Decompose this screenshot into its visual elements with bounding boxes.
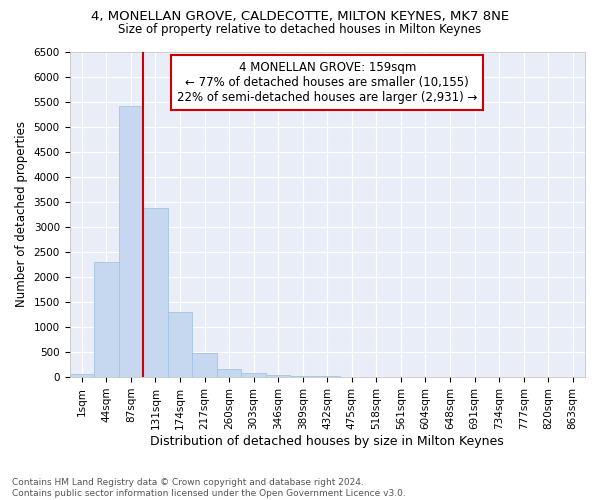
Text: 4, MONELLAN GROVE, CALDECOTTE, MILTON KEYNES, MK7 8NE: 4, MONELLAN GROVE, CALDECOTTE, MILTON KE…	[91, 10, 509, 23]
Y-axis label: Number of detached properties: Number of detached properties	[15, 122, 28, 308]
Bar	[143, 208, 168, 377]
Bar	[192, 353, 217, 377]
X-axis label: Distribution of detached houses by size in Milton Keynes: Distribution of detached houses by size …	[151, 434, 504, 448]
Bar	[70, 374, 94, 377]
Bar	[217, 369, 241, 377]
Bar	[266, 374, 290, 377]
Bar	[241, 373, 266, 377]
Bar	[168, 312, 192, 377]
Bar	[290, 376, 315, 377]
Text: 4 MONELLAN GROVE: 159sqm
← 77% of detached houses are smaller (10,155)
22% of se: 4 MONELLAN GROVE: 159sqm ← 77% of detach…	[177, 62, 478, 104]
Bar	[94, 262, 119, 377]
Bar	[119, 106, 143, 377]
Text: Contains HM Land Registry data © Crown copyright and database right 2024.
Contai: Contains HM Land Registry data © Crown c…	[12, 478, 406, 498]
Text: Size of property relative to detached houses in Milton Keynes: Size of property relative to detached ho…	[118, 22, 482, 36]
Bar	[315, 376, 340, 377]
